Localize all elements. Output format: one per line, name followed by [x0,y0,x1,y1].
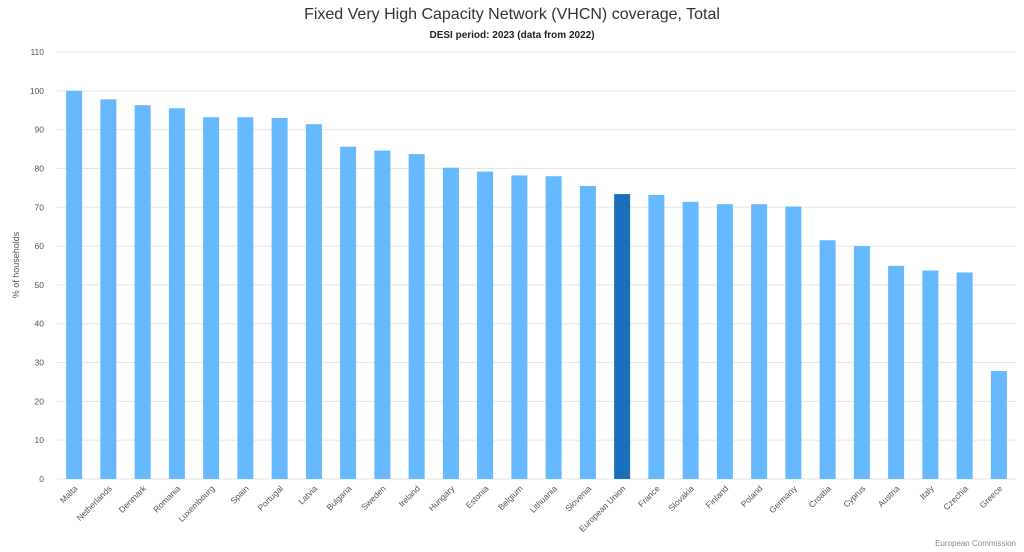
grid-lines [57,51,1016,480]
x-tick-label: Malta [58,483,80,505]
bar[interactable] [716,204,733,479]
bar[interactable] [751,204,768,479]
x-tick-label: Austria [876,483,902,509]
y-tick-label: 60 [35,241,45,251]
bar[interactable] [682,201,699,479]
bar[interactable] [100,99,117,479]
y-tick-label: 70 [35,202,45,212]
bar[interactable] [614,194,631,480]
x-tick-label: Italy [918,483,937,502]
bar[interactable] [134,105,151,479]
y-tick-label: 80 [35,163,45,173]
bar[interactable] [511,175,528,479]
x-tick-label: Bulgaria [324,483,353,512]
y-tick-label: 50 [35,280,45,290]
x-tick-label: Germany [767,483,799,515]
bar[interactable] [853,246,870,479]
x-tick-label: Romania [151,483,182,514]
x-tick-label: Hungary [426,483,456,513]
y-tick-label: 20 [35,396,45,406]
y-tick-label: 100 [30,86,44,96]
bar[interactable] [271,117,288,479]
x-tick-label: Croatia [807,483,834,510]
x-tick-label: Denmark [117,483,149,515]
x-tick-label: Sweden [359,483,388,512]
credits[interactable]: European Commission [935,539,1016,548]
bar[interactable] [819,240,836,479]
y-tick-label: 30 [35,358,45,368]
bar[interactable] [477,171,494,479]
x-tick-label: Greece [978,483,1005,510]
bar[interactable] [648,194,665,480]
x-tick-label: Finland [703,483,730,510]
y-tick-label: 90 [35,125,45,135]
bar[interactable] [168,108,185,479]
bar[interactable] [442,167,459,480]
x-tick-label: France [636,483,662,509]
bar[interactable] [203,117,220,480]
x-tick-label: Netherlands [74,483,113,522]
y-tick-label: 110 [30,47,44,57]
bar[interactable] [340,146,357,479]
bar[interactable] [237,117,254,480]
y-tick-label: 40 [35,319,45,329]
bars [66,90,1007,480]
x-tick-label: Slovakia [666,483,696,513]
bar[interactable] [66,90,83,480]
x-tick-label: Cyprus [841,483,867,509]
x-tick-label: Czechia [941,483,970,512]
x-tick-label: Portugal [256,483,286,513]
bar[interactable] [990,371,1007,479]
bar[interactable] [785,206,802,479]
x-tick-label: Spain [228,483,251,506]
bar[interactable] [956,272,973,479]
y-tick-label: 10 [35,435,45,445]
x-tick-label: Estonia [463,483,490,510]
y-axis-tick-labels: 0 10 20 30 40 50 60 70 80 90 100 110 [30,47,44,484]
bar[interactable] [922,270,939,479]
chart-title: Fixed Very High Capacity Network (VHCN) … [304,6,720,23]
bar[interactable] [545,176,562,479]
y-axis-title: % of households [11,231,21,298]
bar[interactable] [408,154,425,480]
chart-subtitle: DESI period: 2023 (data from 2022) [429,30,595,41]
y-tick-label: 0 [39,474,44,484]
x-tick-label: Slovenia [563,483,593,513]
x-tick-label: Poland [739,483,765,509]
bar[interactable] [305,124,322,480]
bar[interactable] [888,265,905,479]
x-tick-label: Latvia [296,483,319,506]
x-tick-label: Lithuania [528,483,560,515]
x-tick-label: Belgium [496,483,525,512]
bar[interactable] [579,185,596,479]
x-tick-label: Ireland [397,483,423,509]
x-tick-label: Luxembourg [176,483,217,524]
bar[interactable] [374,150,391,479]
